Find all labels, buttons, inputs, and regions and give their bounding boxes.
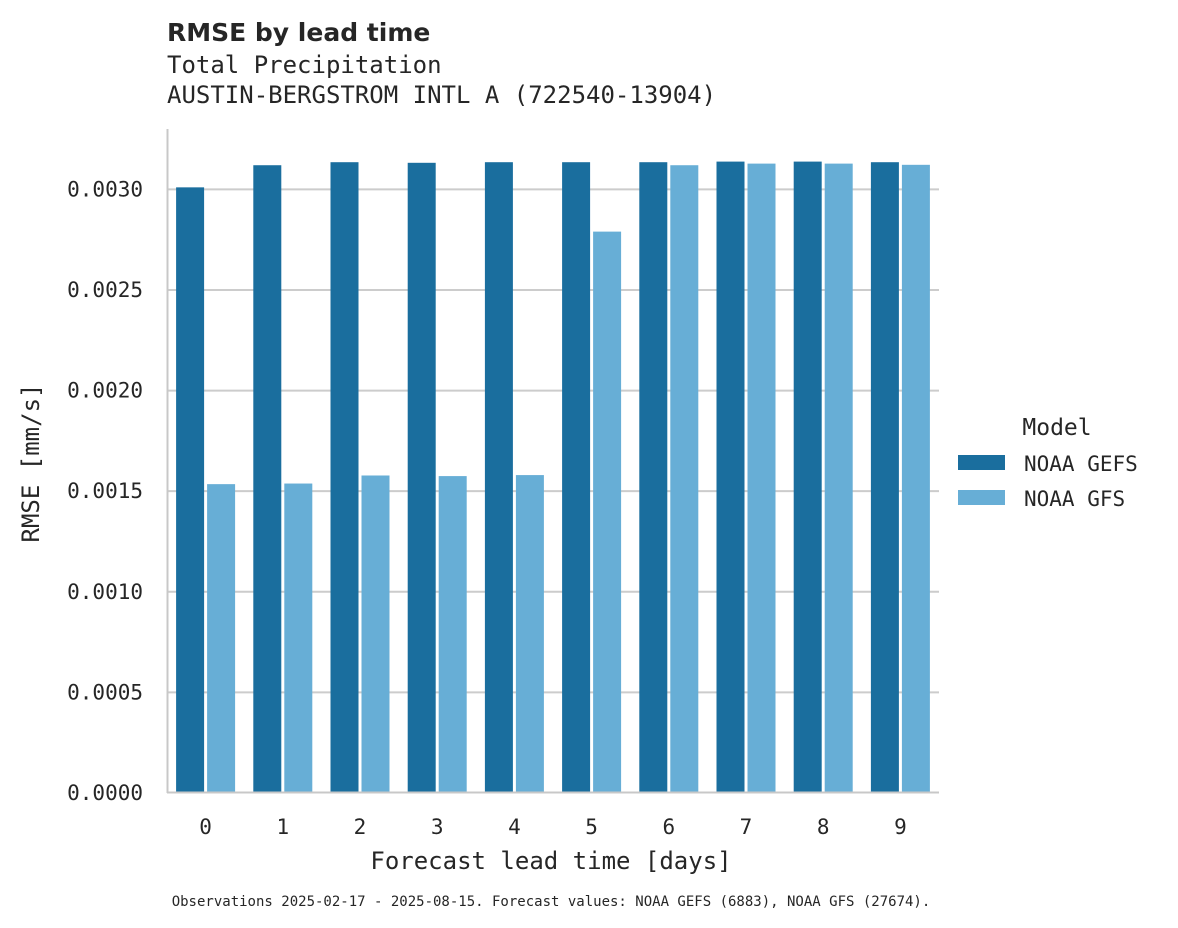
chart-subtitle-station: AUSTIN-BERGSTROM INTL A (722540-13904): [167, 81, 716, 109]
bar-noaa-gefs-9: [870, 162, 899, 793]
x-axis-ticks: 0 1 2 3 4 5 6 7 8 9: [199, 815, 906, 839]
y-tick-label: 0.0015: [67, 479, 143, 503]
bar-noaa-gefs-6: [639, 162, 668, 793]
legend: Model NOAA GEFS NOAA GFS: [958, 415, 1138, 511]
bar-noaa-gefs-8: [793, 161, 822, 793]
bar-noaa-gfs-0: [207, 484, 236, 793]
chart-footnote: Observations 2025-02-17 - 2025-08-15. Fo…: [172, 894, 931, 910]
x-tick-label: 0: [199, 815, 212, 839]
bar-noaa-gfs-6: [670, 165, 699, 793]
y-axis-label: RMSE [mm/s]: [17, 384, 45, 543]
y-tick-label: 0.0020: [67, 379, 143, 403]
bar-noaa-gfs-4: [515, 475, 544, 793]
bar-noaa-gefs-4: [484, 162, 513, 793]
bar-noaa-gfs-8: [824, 163, 853, 793]
bar-noaa-gefs-7: [716, 161, 745, 793]
chart-title: RMSE by lead time: [167, 18, 430, 47]
legend-swatch-noaa-gefs: [958, 455, 1005, 470]
bar-noaa-gefs-5: [562, 162, 591, 793]
bar-noaa-gfs-7: [747, 163, 776, 793]
x-tick-label: 4: [508, 815, 521, 839]
bar-noaa-gfs-1: [284, 483, 313, 793]
bar-noaa-gfs-2: [361, 475, 390, 793]
bar-noaa-gfs-3: [438, 476, 467, 793]
x-tick-label: 6: [662, 815, 675, 839]
x-tick-label: 5: [585, 815, 598, 839]
legend-label-noaa-gefs: NOAA GEFS: [1024, 452, 1138, 476]
x-tick-label: 3: [431, 815, 444, 839]
y-axis-ticks: 0.0000 0.0005 0.0010 0.0015 0.0020 0.0025 0.00…: [67, 177, 143, 805]
x-tick-label: 8: [817, 815, 830, 839]
x-tick-label: 9: [894, 815, 907, 839]
legend-label-noaa-gfs: NOAA GFS: [1024, 487, 1125, 511]
bar-noaa-gefs-2: [330, 162, 359, 793]
y-tick-label: 0.0025: [67, 278, 143, 302]
chart-subtitle-variable: Total Precipitation: [167, 51, 442, 79]
x-tick-label: 2: [354, 815, 367, 839]
y-tick-label: 0.0000: [67, 781, 143, 805]
y-tick-label: 0.0005: [67, 680, 143, 704]
bar-noaa-gefs-1: [253, 165, 282, 793]
x-axis-label: Forecast lead time [days]: [370, 847, 731, 875]
bar-noaa-gefs-3: [407, 162, 436, 793]
bar-noaa-gfs-5: [593, 231, 622, 794]
bar-noaa-gefs-0: [176, 187, 205, 794]
y-tick-label: 0.0010: [67, 580, 143, 604]
bars: [176, 161, 930, 794]
bar-noaa-gfs-9: [901, 164, 930, 794]
x-tick-label: 7: [740, 815, 753, 839]
legend-swatch-noaa-gfs: [958, 490, 1005, 505]
y-tick-label: 0.0030: [67, 177, 143, 201]
legend-title: Model: [1022, 415, 1091, 441]
x-tick-label: 1: [276, 815, 289, 839]
